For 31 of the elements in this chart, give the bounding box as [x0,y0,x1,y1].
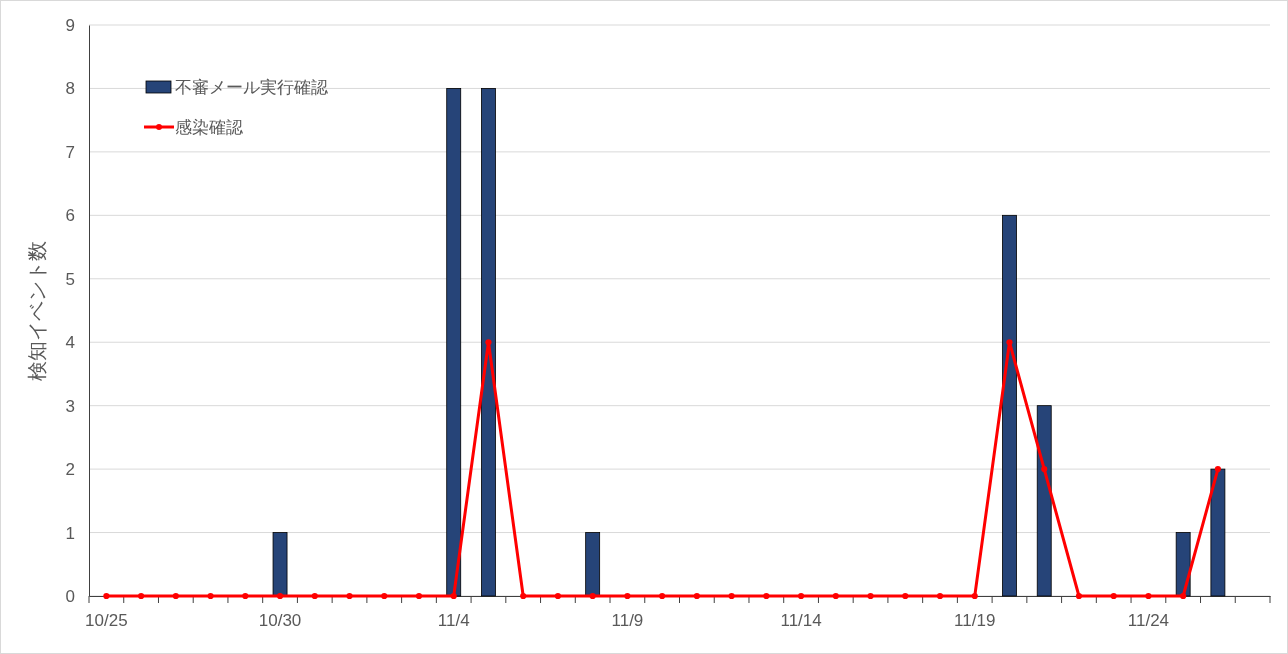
x-tick-label: 11/9 [611,611,644,631]
point [485,339,492,346]
legend-label: 感染確認 [175,116,243,137]
point [1041,466,1048,473]
x-tick-label: 10/30 [258,611,302,631]
point [1006,339,1013,346]
y-tick-label: 7 [65,142,75,162]
y-tick-label: 5 [65,269,75,289]
x-tick-label: 11/4 [437,611,470,631]
y-axis-title: 検知イベント数 [25,240,49,381]
bar [1210,468,1226,597]
y-tick-label: 3 [65,396,75,416]
bar [1002,214,1017,597]
y-tick-label: 8 [65,79,75,99]
bar [1036,405,1052,597]
bar [272,532,288,597]
y-tick-label: 4 [65,333,75,353]
x-tick-label: 11/19 [954,611,996,631]
y-tick-label: 0 [65,586,75,606]
bar [481,88,496,597]
y-tick-label: 6 [65,206,75,226]
y-tick-label: 9 [65,15,75,35]
legend-label: 不審メール実行確認 [175,76,328,97]
point [1214,466,1221,473]
bar [446,88,462,597]
x-tick-label: 11/24 [1127,611,1170,631]
y-tick-label: 1 [65,523,75,543]
x-tick-label: 10/25 [85,611,128,631]
bar [585,532,601,597]
y-tick-label: 2 [65,460,75,480]
x-tick-label: 11/14 [780,611,822,631]
